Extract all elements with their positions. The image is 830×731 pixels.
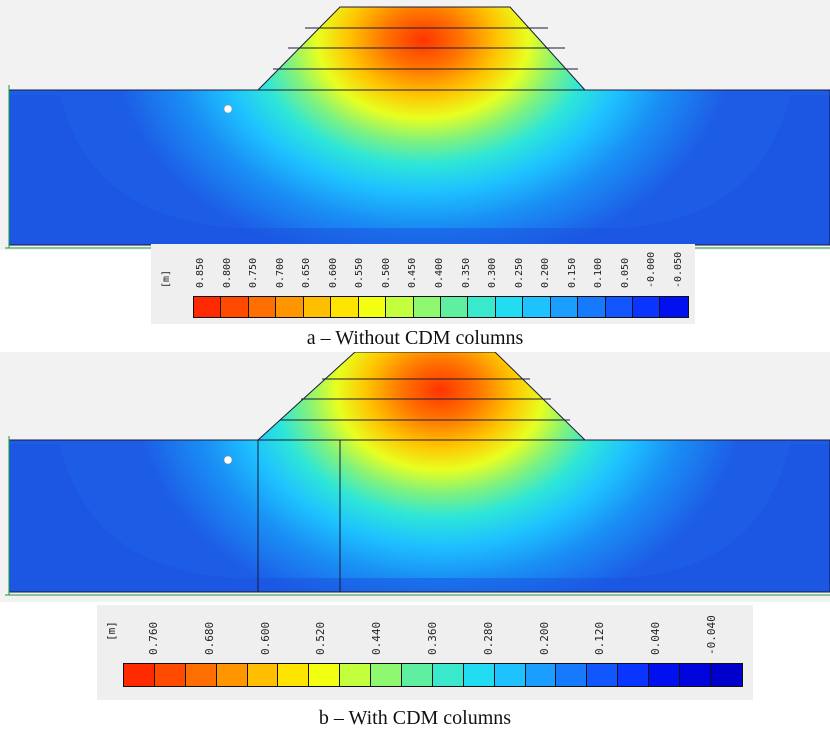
legend-swatch (680, 664, 711, 686)
legend-swatch (194, 297, 222, 317)
monitoring-point-a (223, 104, 233, 114)
legend-tick-label: -0.040 (705, 615, 718, 655)
legend-tick-label: 0.040 (649, 621, 663, 655)
panel-a: [m] 0.850 0.800 0.750 0.700 0.650 0.600 0.550 0… (0, 0, 830, 352)
legend-tick-label: 0.200 (537, 621, 551, 655)
legend-swatch (278, 664, 310, 686)
legend-tick-label: 0.800 (221, 257, 233, 288)
legend-tick-label: 0.300 (487, 257, 499, 288)
panel-b: [m] 0.760 0.680 0.600 0.520 0.440 0.360 0.280 0… (0, 352, 830, 731)
legend-b: [m] 0.760 0.680 0.600 0.520 0.440 0.360 0.280 0… (97, 605, 753, 700)
legend-tick-label: 0.500 (380, 257, 392, 288)
legend-tick-label: -0.000 (646, 251, 658, 288)
legend-swatch (185, 664, 217, 686)
caption-b: b – With CDM columns (318, 707, 512, 729)
legend-swatch (525, 664, 557, 686)
legend-tick-label: 0.050 (619, 257, 631, 288)
legend-swatch (124, 664, 155, 686)
legend-tick-label: 0.100 (593, 257, 605, 288)
legend-tick-label: 0.680 (202, 621, 216, 655)
legend-swatch (633, 297, 661, 317)
legend-tick-label: 0.650 (301, 257, 313, 288)
legend-colorbar-a (193, 296, 689, 318)
legend-tick-label: 0.350 (460, 257, 472, 288)
legend-tick-label: 0.600 (327, 257, 339, 288)
legend-swatch (523, 297, 551, 317)
legend-tick-label: 0.250 (513, 257, 525, 288)
legend-swatch (440, 297, 469, 317)
monitoring-point-b (223, 455, 233, 465)
legend-swatch (556, 664, 588, 686)
caption-a: a – Without CDM columns (306, 327, 524, 349)
contour-plot-b (0, 352, 830, 602)
legend-tick-label: 0.760 (147, 621, 160, 655)
legend-swatch (495, 297, 524, 317)
legend-swatch (309, 664, 341, 686)
legend-swatch (413, 297, 441, 317)
legend-tick-label: 0.520 (314, 621, 328, 655)
legend-swatch (710, 664, 742, 686)
legend-a: [m] 0.850 0.800 0.750 0.700 0.650 0.600 0.550 0… (151, 244, 695, 324)
legend-swatch (463, 664, 495, 686)
legend-tick-label: 0.850 (195, 257, 206, 288)
legend-swatch (247, 664, 279, 686)
legend-swatch (468, 297, 496, 317)
legend-swatch (276, 297, 304, 317)
legend-tick-label: 0.450 (407, 257, 419, 288)
fixity-marks-b (5, 436, 830, 596)
legend-colorbar-b (123, 663, 743, 687)
legend-swatch (618, 664, 650, 686)
legend-tick-label: 0.700 (274, 257, 286, 288)
legend-swatch (550, 297, 579, 317)
legend-swatch (221, 297, 249, 317)
legend-swatch (605, 297, 633, 317)
legend-tick-label: 0.360 (426, 621, 439, 655)
legend-swatch (660, 297, 688, 317)
legend-swatch (432, 664, 464, 686)
legend-tick-label: 0.750 (248, 257, 260, 288)
legend-tick-label: 0.440 (370, 621, 384, 655)
legend-tick-label: 0.600 (258, 621, 272, 655)
legend-swatch (386, 297, 414, 317)
legend-tick-label: 0.200 (540, 257, 552, 288)
legend-tick-label: 0.120 (593, 621, 607, 655)
legend-swatch (303, 297, 332, 317)
legend-swatch (402, 664, 433, 686)
legend-swatch (331, 297, 359, 317)
legend-unit-a: [m] (161, 269, 172, 288)
legend-tick-label: 0.550 (354, 257, 366, 288)
legend-swatch (494, 664, 526, 686)
legend-tick-label: 0.150 (566, 257, 578, 288)
legend-swatch (578, 297, 606, 317)
legend-swatch (358, 297, 387, 317)
contour-plot-a (0, 0, 830, 250)
legend-swatch (587, 664, 619, 686)
legend-swatch (154, 664, 186, 686)
legend-swatch (216, 664, 248, 686)
legend-swatch (248, 297, 277, 317)
legend-swatch (371, 664, 403, 686)
legend-swatch (340, 664, 372, 686)
legend-tick-label: 0.280 (481, 621, 495, 655)
legend-tick-label: 0.400 (434, 257, 445, 288)
legend-tick-label: -0.050 (673, 251, 684, 288)
legend-unit-b: [m] (105, 621, 118, 641)
legend-swatch (649, 664, 681, 686)
